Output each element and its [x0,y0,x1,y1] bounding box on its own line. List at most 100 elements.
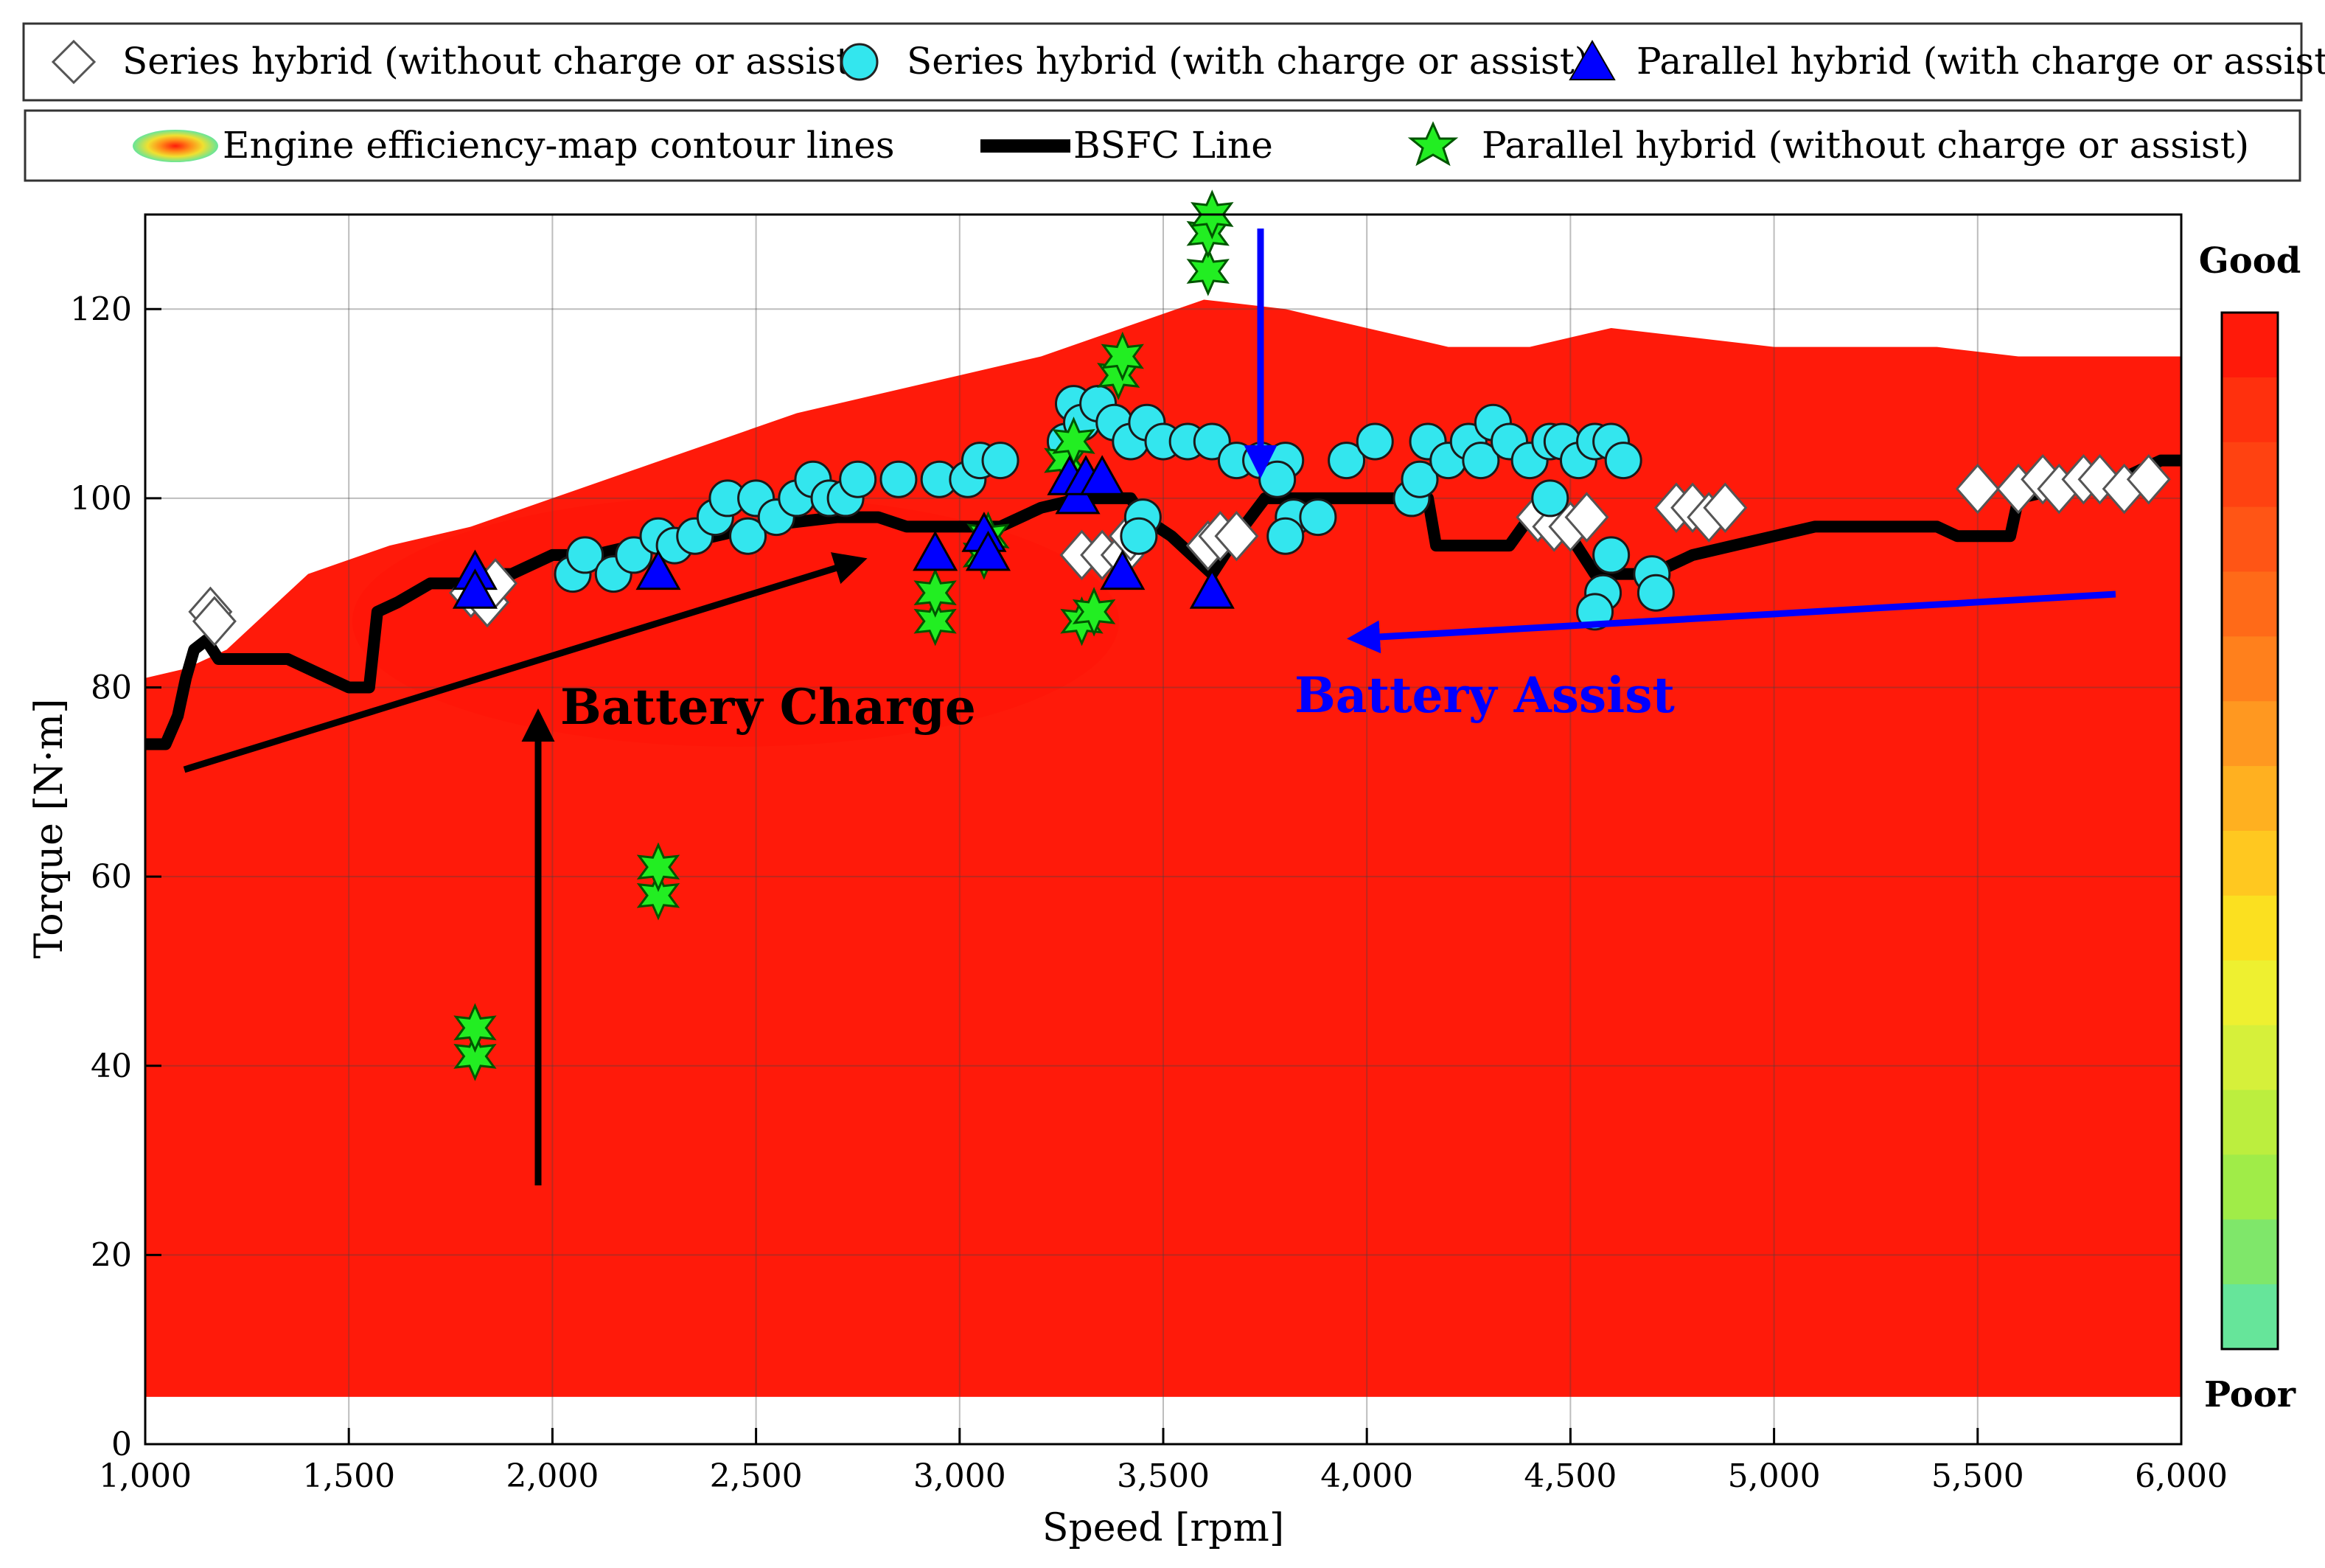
y-axis-title: Torque [N·m] [27,699,72,959]
legend-circle-marker [840,43,879,81]
battery-assist-label: Battery Assist [1294,666,1675,724]
series-hybrid-charge-point [1299,498,1337,537]
parallel-hybrid-charge-point [1189,568,1235,609]
series-hybrid-charge-point [839,460,877,498]
legend-label-bsfc: BSFC Line [1073,124,1273,167]
colorbar-band [2222,377,2278,443]
x-tick-label: 2,500 [710,1457,803,1495]
parallel-hybrid-charge-point [913,530,958,571]
parallel-hybrid-no-charge-point [636,871,680,921]
series-hybrid-charge-point [1592,536,1631,574]
x-tick-label: 5,000 [1728,1457,1821,1495]
series-hybrid-charge-point [1636,574,1675,612]
y-tick-label: 120 [70,290,132,328]
colorbar-band [2222,636,2278,703]
series-hybrid-charge-point [1356,422,1394,461]
series-hybrid-no-charge-point [2126,453,2171,505]
series-hybrid-charge-point [1120,517,1158,555]
colorbar-band [2222,701,2278,767]
series-hybrid-charge-point [1258,460,1297,498]
efficiency-contour-map [145,299,2181,1444]
x-tick-label: 4,000 [1320,1457,1413,1495]
parallel-hybrid-no-charge-point [913,568,957,618]
colorbar-band [2222,766,2278,832]
colorbar-band [2222,960,2278,1026]
parallel-hybrid-no-charge-point [1072,587,1116,637]
data-markers [188,189,2171,1081]
series-hybrid-no-charge-point [1564,492,1609,543]
series-hybrid-charge-point [1401,460,1439,498]
battery-charge-arrow-diagonal [183,552,868,773]
legend-diamond-marker [51,39,97,85]
legend-label-series-charge: Series hybrid (with charge or assist) [907,40,1589,83]
colorbar-band [2222,313,2278,378]
legend-triangle-marker [1569,39,1616,80]
parallel-hybrid-no-charge-point [1186,246,1230,296]
battery-charge-label: Battery Charge [560,678,976,736]
legend-box-1 [22,22,2303,102]
colorbar-band [2222,831,2278,896]
x-tick-label: 6,000 [2135,1457,2228,1495]
series-hybrid-charge-point [1604,442,1642,480]
series-hybrid-charge-point [1462,442,1500,480]
y-tick-label: 40 [91,1048,132,1085]
series-hybrid-no-charge-point [1955,463,2000,515]
parallel-hybrid-no-charge-point [453,1003,497,1053]
x-tick-label: 1,500 [302,1457,395,1495]
parallel-hybrid-no-charge-point [636,842,680,893]
parallel-hybrid-charge-point [635,549,681,590]
colorbar-bottom-label: Poor [2204,1374,2296,1415]
parallel-hybrid-no-charge-point [913,596,957,647]
legend-row-2: Engine efficiency-map contour lines BSFC… [24,109,2301,182]
colorbar-band [2222,1025,2278,1091]
colorbar-frame [2220,311,2279,1351]
y-tick-label: 60 [91,858,132,896]
parallel-hybrid-no-charge-point [453,1031,497,1081]
battery-assist-arrow-horizontal [1347,590,2116,654]
parallel-hybrid-charge-point [1100,549,1146,590]
series-hybrid-no-charge-point [2077,453,2122,505]
series-hybrid-charge-point [1328,442,1366,480]
y-tick-label: 80 [91,669,132,707]
colorbar: Good Poor [2199,240,2301,1415]
legend-label-parallel-charge: Parallel hybrid (with charge or assist) [1636,40,2325,83]
series-hybrid-no-charge-point [1214,510,1259,562]
parallel-hybrid-charge-point [965,530,1011,571]
x-tick-label: 3,000 [913,1457,1006,1495]
legend-label-contours: Engine efficiency-map contour lines [223,124,894,167]
series-hybrid-charge-point [981,442,1019,480]
legend-star-marker [1407,121,1459,167]
axis-ticks: 1,000 1,500 2,000 2,500 3,000 3,500 4,000 4,500… [70,290,2228,1495]
colorbar-band [2222,1284,2278,1350]
series-hybrid-no-charge-point [192,596,237,647]
parallel-hybrid-no-charge-point [1101,331,1144,382]
series-hybrid-charge-point [1266,517,1305,555]
series-hybrid-charge-point [566,536,604,574]
colorbar-band [2222,1219,2278,1286]
colorbar-band [2222,571,2278,638]
y-tick-label: 20 [91,1236,132,1274]
colorbar-band [2222,1090,2278,1156]
x-axis-title: Speed [rpm] [1042,1506,1284,1550]
series-hybrid-charge-point [729,517,767,555]
colorbar-band [2222,506,2278,573]
colorbar-band [2222,442,2278,508]
legend-label-parallel-no-charge: Parallel hybrid (without charge or assis… [1482,124,2249,167]
legend-row-1: Series hybrid (without charge or assist)… [22,22,2325,102]
x-tick-label: 1,000 [99,1457,192,1495]
y-tick-label: 100 [70,480,132,518]
plot-area: Battery Charge Battery Assist 1,000 1,500… [70,189,2228,1495]
legend-box-2 [24,109,2301,182]
colorbar-top-label: Good [2199,240,2301,282]
x-tick-label: 2,000 [506,1457,599,1495]
y-tick-label: 0 [111,1426,132,1463]
parallel-hybrid-charge-point [1079,455,1125,495]
legend-label-series-no-charge: Series hybrid (without charge or assist) [122,40,865,83]
colorbar-bands [2222,313,2278,1350]
series-hybrid-charge-point [879,460,918,498]
x-tick-label: 3,500 [1117,1457,1210,1495]
colorbar-band [2222,1154,2278,1221]
x-tick-label: 4,500 [1524,1457,1617,1495]
series-hybrid-charge-point [1531,479,1569,518]
